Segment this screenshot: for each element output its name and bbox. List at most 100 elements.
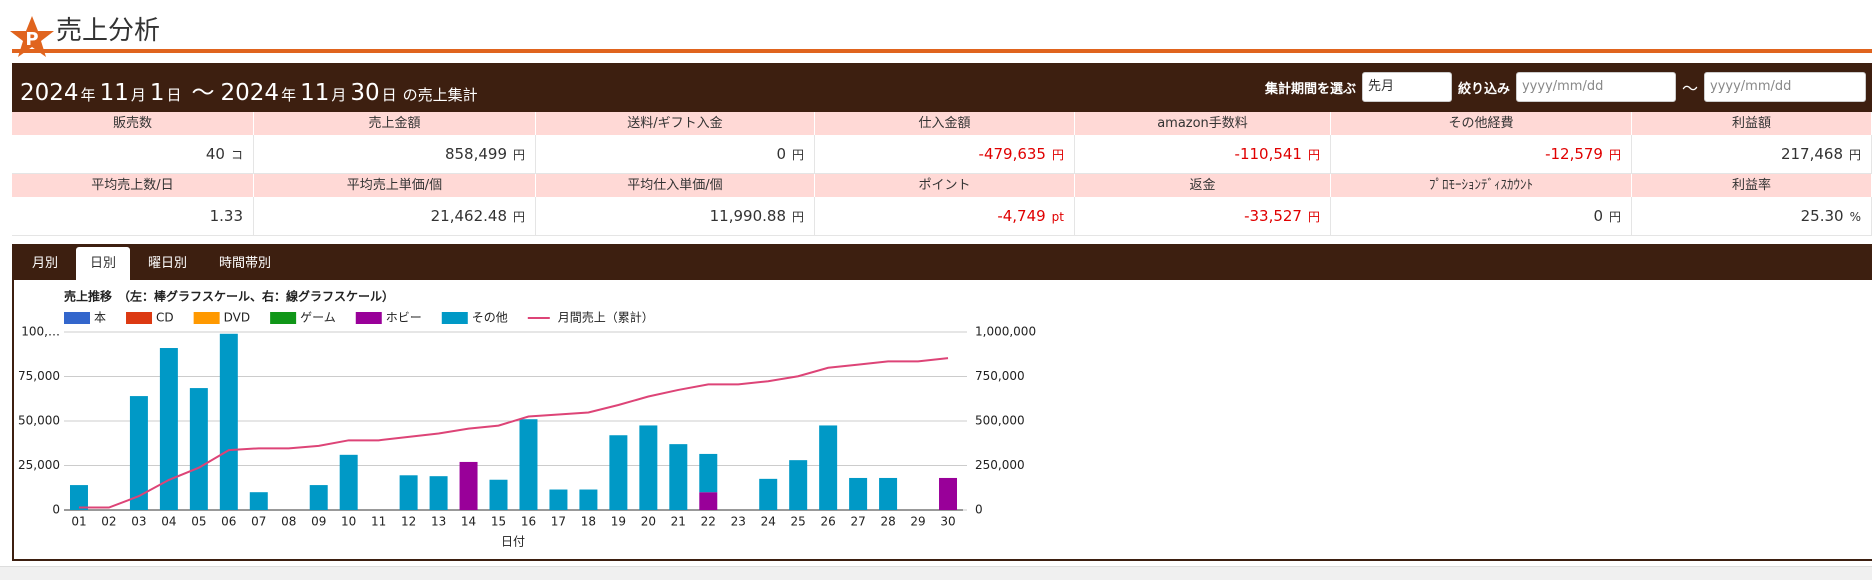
tabs: 月別 日別 曜日別 時間帯別: [12, 244, 1872, 280]
period-part: 月: [130, 86, 146, 104]
legend-swatch: [126, 312, 153, 324]
filter-label: 絞り込み: [1457, 81, 1510, 97]
x-tick-label: 11: [371, 515, 386, 529]
y-tick-label: 25,000: [18, 458, 60, 472]
header-cell: 平均仕入単価/個: [536, 174, 815, 197]
period-select[interactable]: 先月: [1361, 72, 1452, 102]
period-part: 年: [281, 86, 297, 104]
value-cell: 858,499 円: [254, 135, 536, 174]
y2-tick-label: 0: [975, 503, 983, 517]
header-cell: 利益率: [1632, 174, 1872, 197]
bar: [579, 489, 598, 510]
x-tick-label: 18: [581, 515, 596, 529]
x-tick-label: 15: [491, 515, 506, 529]
cell-value: 21,462.48: [430, 207, 507, 225]
from-date[interactable]: yyyy/mm/dd: [1515, 72, 1676, 102]
legend-label: DVD: [224, 311, 250, 325]
x-tick-label: 17: [551, 515, 566, 529]
bar: [549, 489, 568, 510]
header-cell: 平均売上数/日: [12, 174, 254, 197]
cell-value: -33,527: [1244, 207, 1302, 225]
header-row: 販売数 売上金額 送料/ギフト入金 仕入金額 amazon手数料 その他経費 利益額: [12, 112, 1872, 135]
bar: [129, 396, 148, 510]
x-tick-label: 16: [521, 515, 536, 529]
legend-swatch: [441, 312, 468, 324]
header-cell: amazon手数料: [1075, 112, 1331, 135]
header-cell: 利益額: [1632, 112, 1872, 135]
bar: [879, 477, 898, 510]
bar: [669, 444, 688, 510]
tab[interactable]: 曜日別: [148, 256, 188, 271]
period-part: 2024: [20, 80, 79, 106]
value-row: 1.33 21,462.48 円 11,990.88 円 -4,749 pt -33,527 円…: [12, 197, 1872, 236]
summary-bar: 2024 年 11 月 1 日～ 2024 年 11 月 30 日の売上集計 集計期間を選ぶ 先月 絞…: [12, 63, 1872, 112]
to-date[interactable]: yyyy/mm/dd: [1704, 72, 1866, 102]
bar: [159, 348, 178, 510]
bar: [639, 425, 658, 510]
cell-value: 858,499: [444, 145, 507, 163]
cell-value: -4,749: [997, 207, 1046, 225]
x-axis-label: 日付: [501, 535, 525, 549]
legend-swatch: [193, 312, 220, 324]
bar: [399, 475, 418, 510]
cell-unit: 円: [512, 210, 525, 224]
cell-value: 0: [1593, 207, 1603, 225]
title-rule: [12, 49, 1872, 53]
bar: [69, 485, 88, 510]
bar: [249, 492, 268, 510]
legend-swatch: [64, 312, 90, 324]
cell-unit: %: [1849, 210, 1861, 224]
value-cell: 217,468 円: [1632, 135, 1872, 174]
cell-unit: 円: [1051, 148, 1064, 162]
x-tick-label: 23: [731, 515, 746, 529]
value-cell: 21,462.48 円: [254, 197, 536, 236]
date-sep: ～: [1681, 79, 1698, 98]
bar: [219, 333, 238, 510]
x-tick-label: 26: [821, 515, 836, 529]
bar: [489, 479, 508, 510]
header-cell: 売上金額: [254, 112, 536, 135]
svg-text:P: P: [25, 29, 38, 50]
x-tick-label: 04: [161, 515, 176, 529]
header-cell: ﾌﾟﾛﾓｰｼｮﾝﾃﾞｨｽｶｳﾝﾄ: [1331, 174, 1632, 197]
cell-value: 25.30: [1800, 207, 1844, 225]
value-cell: -479,635 円: [815, 135, 1075, 174]
cell-unit: pt: [1051, 210, 1064, 224]
chart-box: 売上推移 （左：棒グラフスケール、右：線グラフスケール） 日付 0 25,000 5…: [12, 280, 1872, 561]
controls: 集計期間を選ぶ 先月 絞り込み yyyy/mm/dd ～ yyyy/mm/dd: [1265, 72, 1866, 102]
value-cell: 1.33: [12, 197, 254, 236]
bar: [459, 461, 478, 510]
tab[interactable]: 月別: [32, 256, 59, 271]
bar: [189, 388, 208, 510]
header-cell: 返金: [1075, 174, 1331, 197]
cell-unit: 円: [1848, 148, 1861, 162]
cell-unit: 円: [512, 148, 525, 162]
value-cell: 11,990.88 円: [536, 197, 815, 236]
x-tick-label: 22: [701, 515, 716, 529]
period: 2024 年 11 月 1 日～ 2024 年 11 月 30 日の売上集計: [20, 73, 482, 107]
cell-unit: 円: [1608, 210, 1621, 224]
value-row: 40 コ 858,499 円 0 円 -479,635 円 -110,541 円 -12,579 円 2…: [12, 135, 1872, 174]
period-part: 日: [381, 86, 397, 104]
cell-value: 11,990.88: [709, 207, 786, 225]
cell-value: 0: [776, 145, 786, 163]
period-part: 2024: [220, 80, 280, 106]
x-tick-label: 01: [71, 515, 86, 529]
y-tick-label: 50,000: [18, 414, 60, 428]
x-tick-label: 07: [251, 515, 266, 529]
header-cell: 送料/ギフト入金: [536, 112, 815, 135]
value-cell: 40 コ: [12, 135, 254, 174]
period-part: 年: [80, 86, 96, 104]
legend-label: CD: [156, 311, 174, 325]
x-tick-label: 10: [341, 515, 356, 529]
tab[interactable]: 時間帯別: [219, 256, 272, 271]
x-tick-label: 08: [281, 515, 296, 529]
legend-swatch: [270, 312, 297, 324]
x-tick-label: 28: [880, 515, 895, 529]
x-tick-label: 30: [940, 515, 955, 529]
tab[interactable]: 日別: [76, 247, 131, 280]
legend-label: その他: [472, 311, 508, 325]
scrollbar: [0, 566, 1872, 580]
legend-label: 本: [94, 311, 106, 325]
